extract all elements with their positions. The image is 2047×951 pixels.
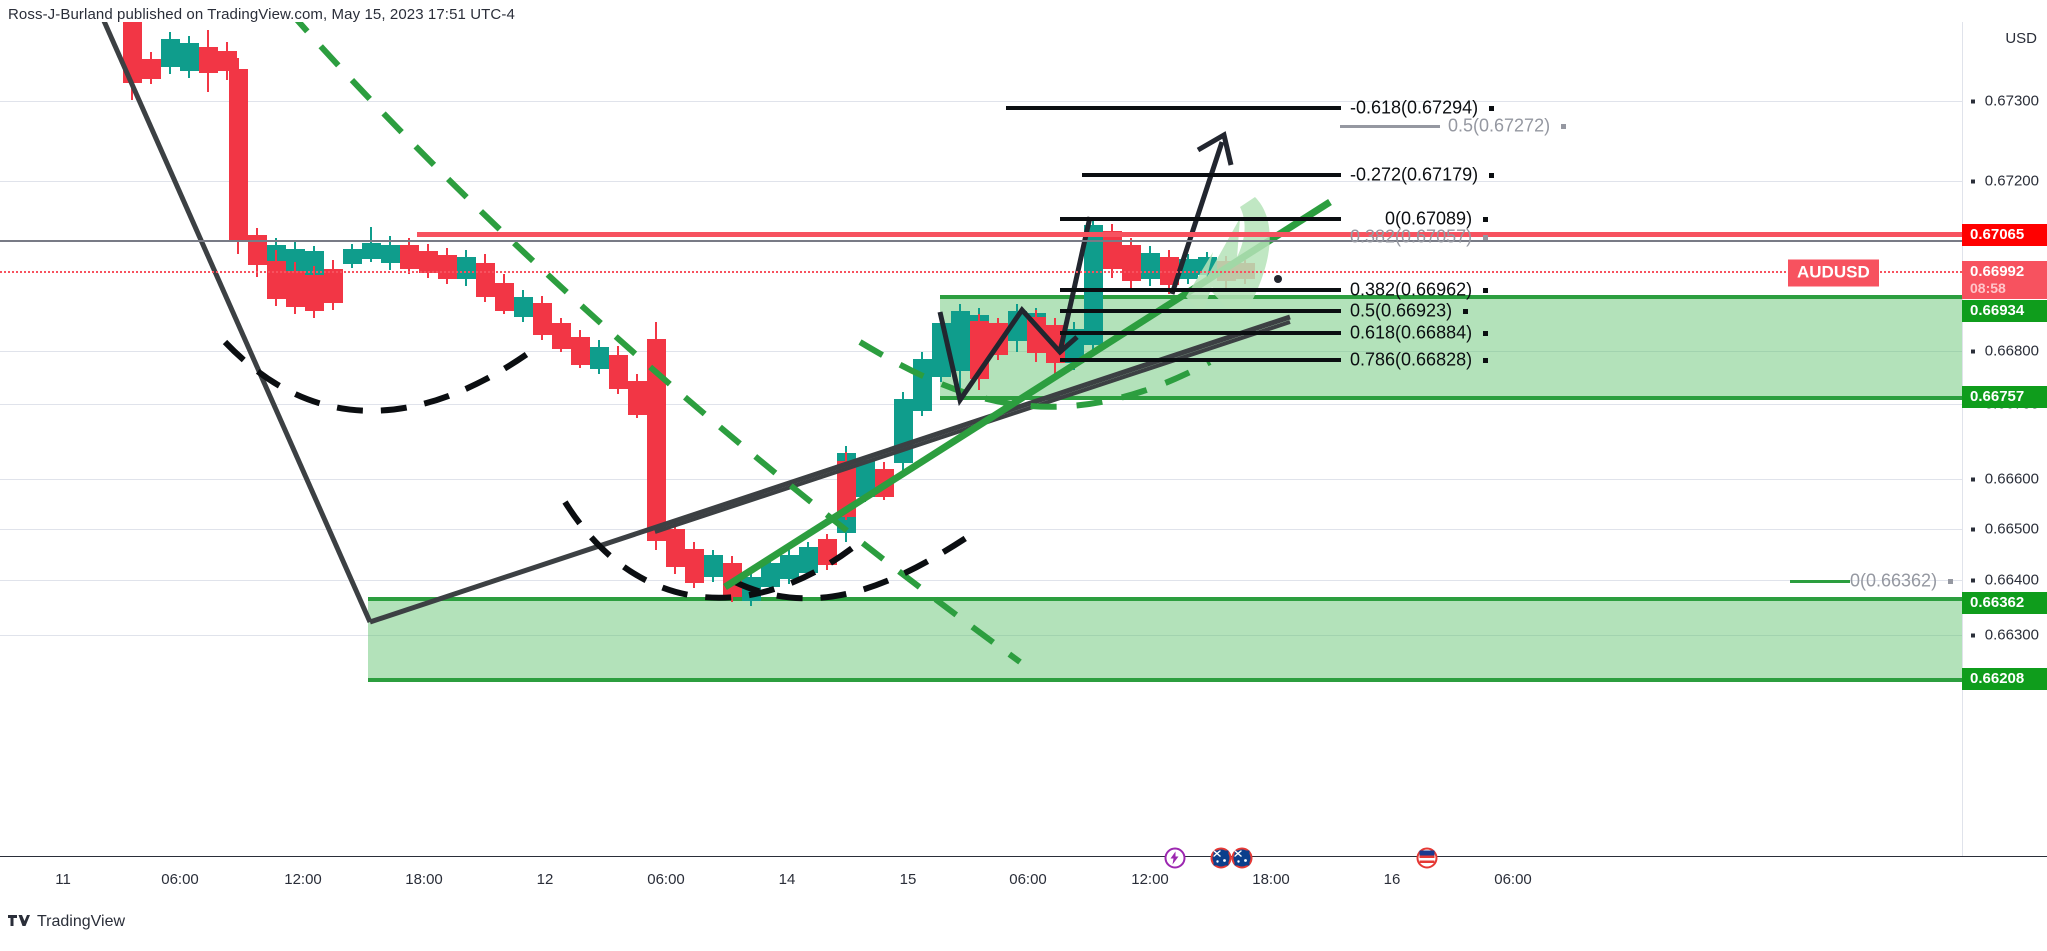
zone-top-price-badge: 0.66934 [1962,300,2047,322]
time-tick: 06:00 [647,871,685,888]
time-tick: 06:00 [1494,871,1532,888]
axis-tick: 0.66500 [1970,521,2039,538]
chart-plot-area[interactable]: -0.618(0.67294) 0.5(0.67272) -0.272(0.67… [0,22,1962,856]
symbol-badge: AUDUSD [1788,259,1879,287]
rounded-bottom-dashed-arc [733,529,977,602]
fib-line [1060,288,1341,292]
gridline [0,101,1962,102]
gridline [0,181,1962,182]
gridline [0,404,1962,405]
fib-label-05-lower: 0.5(0.66923) [1350,301,1469,322]
time-tick: 12:00 [1131,871,1169,888]
support-demand-zone [368,597,1962,682]
fib-label-minus-0618: -0.618(0.67294) [1350,98,1495,119]
time-tick: 11 [55,871,71,888]
fib-line [1006,106,1341,110]
gridline [0,580,1962,581]
rounded-bottom-dashed-arc [562,500,862,601]
time-tick: 18:00 [405,871,443,888]
us-flag-event-icon[interactable] [1416,847,1438,869]
axis-tick: 0.66800 [1970,343,2039,360]
fib-label-0786: 0.786(0.66828) [1350,350,1489,371]
axis-tick: 0.67300 [1970,93,2039,110]
time-tick: 12 [536,871,554,888]
fib-label-0-lower: 0(0.66362) [1850,571,1954,592]
price-marker-dot [1274,275,1282,283]
time-tick: 18:00 [1252,871,1290,888]
descending-dashed-trendline [294,22,1022,665]
time-tick: 15 [899,871,917,888]
chart-drawings-layer [101,22,1332,665]
time-tick: 06:00 [161,871,199,888]
countdown-label: 08:58 [1970,280,2006,296]
fib-line [1790,580,1850,583]
resistance-price-badge: 0.67065 [1962,224,2047,246]
chart-footer: TradingView [0,896,2047,951]
tradingview-logo-icon [8,914,30,930]
axis-currency-label: USD [2005,30,2037,47]
time-tick: 14 [778,871,796,888]
gridline [0,479,1962,480]
axis-tick: 0.66400 [1970,572,2039,589]
price-line-grey [0,240,1962,242]
fib-line [1060,358,1341,362]
au-flag-event-icon[interactable] [1231,847,1253,869]
fib-label-05-upper: 0.5(0.67272) [1448,116,1567,137]
last-price-badge: 0.66992 08:58 [1962,261,2047,299]
fib-line [1060,217,1341,221]
fib-line [1340,125,1440,128]
resistance-line-red [417,232,1962,237]
axis-tick: 0.67200 [1970,173,2039,190]
fib-label-0-upper: 0(0.67089) [1385,209,1489,230]
lightning-event-icon[interactable] [1164,847,1186,869]
time-axis[interactable]: 11 06:00 12:00 18:00 12 06:00 14 15 06:0… [0,856,2047,896]
axis-tick: 0.66300 [1970,627,2039,644]
fib-line [1060,309,1341,313]
time-tick: 06:00 [1009,871,1047,888]
support-bottom-price-badge: 0.66208 [1962,668,2047,690]
rounded-bottom-dashed-arc [222,339,532,414]
tradingview-branding[interactable]: TradingView [8,913,125,931]
time-tick: 12:00 [284,871,322,888]
descending-trendline [101,22,373,624]
fib-line [1082,173,1341,177]
fib-label-0382-upper: 0.382(0.67057) [1350,227,1489,248]
zone-bottom-price-badge: 0.66757 [1962,386,2047,408]
price-axis[interactable]: USD 0.67300 0.67200 0.67100 0.66800 0.66… [1962,22,2047,856]
gridline [0,529,1962,530]
fib-label-0382-lower: 0.382(0.66962) [1350,280,1489,301]
tradingview-wordmark: TradingView [37,913,126,930]
support-top-price-badge: 0.66362 [1962,592,2047,614]
fib-label-0618: 0.618(0.66884) [1350,323,1489,344]
au-flag-event-icon[interactable] [1210,847,1232,869]
fib-label-minus-0272: -0.272(0.67179) [1350,165,1495,186]
fib-line [1060,331,1341,335]
time-tick: 16 [1383,871,1401,888]
axis-tick: 0.66600 [1970,471,2039,488]
attribution-text: Ross-J-Burland published on TradingView.… [8,6,515,23]
last-price-line-dotted [0,271,1962,273]
